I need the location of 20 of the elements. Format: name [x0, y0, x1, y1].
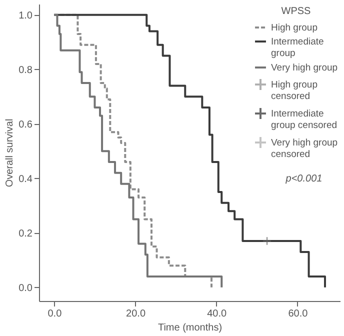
y-tick-label: 0.4: [18, 174, 33, 185]
y-tick-label: 0.0: [18, 282, 33, 294]
legend-label: Very high group censored: [271, 138, 338, 160]
x-tick-label: 60.0: [288, 308, 308, 320]
legend-label: High group censored: [271, 80, 318, 102]
y-axis-title: Overall survival: [4, 118, 16, 188]
annotation: p<0.001: [284, 173, 322, 184]
legend-label: Very high group: [271, 62, 338, 74]
x-tick-label: 0.0: [48, 308, 62, 320]
x-tick-label: 40.0: [207, 308, 228, 320]
y-tick-label: 0.2: [18, 228, 33, 240]
legend-title: WPSS: [281, 6, 312, 17]
legend-label: High group: [271, 22, 318, 34]
x-axis-title: Time (months): [158, 322, 222, 334]
y-tick-label: 0.6: [18, 119, 33, 130]
x-tick-label: 20.0: [126, 308, 146, 320]
y-tick-label: 1.0: [18, 10, 33, 22]
y-tick-label: 0.8: [18, 64, 33, 76]
legend-label: Intermediate group censored: [271, 108, 338, 131]
legend-label: Intermediate group: [271, 36, 324, 59]
